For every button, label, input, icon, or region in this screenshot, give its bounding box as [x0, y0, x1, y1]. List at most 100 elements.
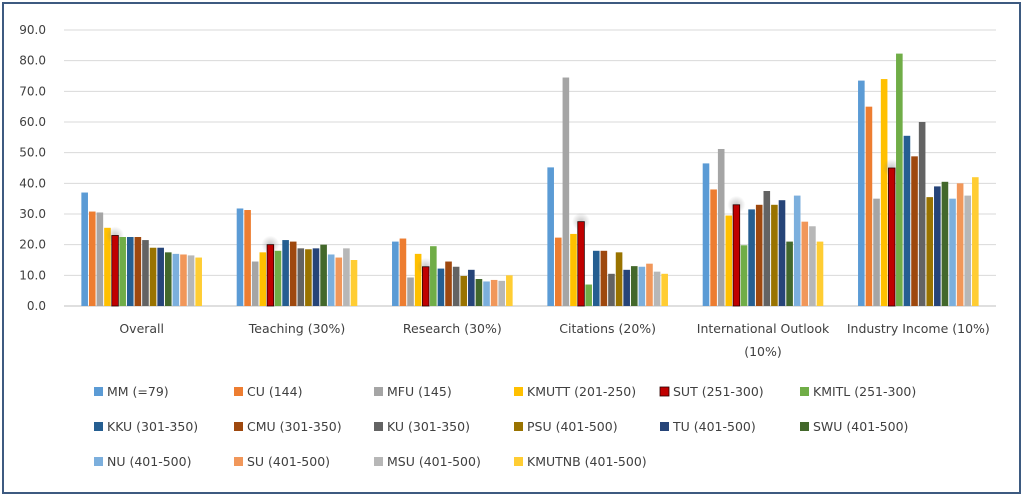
legend-swatch-swu-401-500: [800, 422, 809, 431]
y-tick-label: 30.0: [19, 207, 46, 221]
bar-swu-401-500: [164, 252, 172, 306]
bar-nu-401-500: [949, 198, 956, 306]
bar-kmutt-201-250: [414, 253, 422, 306]
legend-label-su-401-500: SU (401-500): [247, 454, 330, 469]
bar-cu-144: [865, 106, 873, 307]
bar-cu-144: [554, 237, 562, 306]
legend-label-cmu-301-350: CMU (301-350): [247, 419, 342, 434]
bar-kmutnb-401-500: [816, 241, 824, 306]
bar-cmu-301-350: [289, 241, 297, 306]
bar-kmitl-251-300: [740, 245, 748, 306]
bar-kmutnb-401-500: [195, 257, 202, 306]
bar-nu-401-500: [793, 195, 801, 306]
bar-sut-251-300: [266, 244, 275, 307]
x-category-label: Industry Income (10%): [847, 321, 990, 336]
bar-su-401-500: [490, 279, 498, 306]
bar-kku-301-350: [903, 135, 911, 306]
legend-swatch-kmitl-251-300: [800, 387, 809, 396]
legend-label-ku-301-350: KU (301-350): [387, 419, 470, 434]
bar-msu-401-500: [187, 255, 195, 306]
x-category-label: Citations (20%): [559, 321, 656, 336]
bar-mfu-145: [873, 198, 880, 306]
bar-kmutnb-401-500: [350, 260, 358, 306]
legend-label-tu-401-500: TU (401-500): [672, 419, 756, 434]
bar-su-401-500: [335, 257, 343, 306]
legend-swatch-kku-301-350: [94, 422, 103, 431]
gridlines: [64, 29, 996, 307]
bar-su-401-500: [956, 183, 964, 306]
bar-kmitl-251-300: [274, 250, 282, 306]
bar-sut-251-300: [111, 235, 119, 307]
bar-swu-401-500: [941, 181, 949, 306]
y-tick-label: 0.0: [27, 299, 46, 313]
legend-swatch-msu-401-500: [374, 457, 383, 466]
bar-msu-401-500: [964, 195, 972, 306]
bar-kmitl-251-300: [119, 237, 126, 306]
y-axis: 0.0 10.0 20.0 30.0 40.0 50.0 60.0 70.0 80.0 90.0: [19, 23, 46, 313]
x-category-label: Overall: [119, 321, 164, 336]
x-category-label: (10%): [744, 344, 782, 359]
bar-msu-401-500: [343, 248, 350, 306]
legend-label-nu-401-500: NU (401-500): [107, 454, 191, 469]
y-tick-label: 40.0: [19, 176, 46, 190]
legend-label-kmutt-201-250: KMUTT (201-250): [527, 384, 636, 399]
y-tick-label: 60.0: [19, 115, 46, 129]
bar-mm-79: [236, 208, 244, 306]
legend-swatch-kmutt-201-250: [514, 387, 523, 396]
bar-kmutt-201-250: [725, 215, 733, 306]
bar-ku-301-350: [918, 122, 926, 306]
bar-sut-251-300: [732, 204, 741, 307]
x-category-label: Teaching (30%): [248, 321, 346, 336]
y-tick-label: 50.0: [19, 146, 46, 160]
bar-sut-251-300: [577, 221, 585, 307]
bar-tu-401-500: [468, 269, 475, 306]
legend-label-kku-301-350: KKU (301-350): [107, 419, 198, 434]
bar-kmutnb-401-500: [661, 273, 668, 306]
bar-cu-144: [88, 211, 96, 306]
legend-swatch-cmu-301-350: [234, 422, 243, 431]
y-tick-label: 80.0: [19, 54, 46, 68]
bar-psu-401-500: [460, 275, 468, 306]
legend-swatch-mm-79: [94, 387, 103, 396]
bar-ku-301-350: [452, 266, 460, 306]
legend: MM (=79) CU (144) MFU (145) KMUTT (201-250)…: [94, 384, 916, 469]
bar-tu-401-500: [934, 186, 941, 306]
bar-su-401-500: [180, 254, 187, 306]
bar-kmitl-251-300: [896, 53, 903, 306]
bar-nu-401-500: [638, 266, 646, 306]
bar-nu-401-500: [327, 254, 335, 306]
bar-psu-401-500: [926, 197, 934, 306]
bar-mm-79: [702, 163, 710, 306]
bar-kku-301-350: [437, 268, 445, 306]
bar-ku-301-350: [763, 191, 771, 306]
bar-kku-301-350: [126, 237, 134, 306]
x-axis: Overall Teaching (30%) Research (30%) Citat…: [119, 321, 989, 359]
x-category-label: International Outlook: [697, 321, 830, 336]
legend-label-kmitl-251-300: KMITL (251-300): [813, 384, 916, 399]
bar-kmutt-201-250: [259, 252, 267, 306]
legend-swatch-mfu-145: [374, 387, 383, 396]
bar-mm-79: [81, 192, 88, 306]
bar-tu-401-500: [778, 200, 786, 306]
bar-ku-301-350: [608, 273, 615, 306]
bar-kmutt-201-250: [570, 233, 577, 306]
bar-psu-401-500: [305, 249, 312, 306]
bar-cmu-301-350: [600, 250, 608, 306]
bar-tu-401-500: [623, 269, 630, 306]
legend-swatch-ku-301-350: [374, 422, 383, 431]
bar-swu-401-500: [475, 279, 483, 306]
bar-su-401-500: [646, 263, 653, 306]
y-tick-label: 10.0: [19, 268, 46, 282]
bar-cmu-301-350: [911, 156, 918, 306]
bar-ku-301-350: [142, 240, 149, 306]
bar-nu-401-500: [483, 281, 490, 306]
bar-msu-401-500: [653, 271, 661, 306]
bar-mfu-145: [717, 148, 725, 306]
bar-mfu-145: [251, 261, 259, 306]
bar-mm-79: [858, 80, 865, 306]
bar-kku-301-350: [592, 250, 600, 306]
bar-psu-401-500: [771, 204, 778, 306]
legend-label-msu-401-500: MSU (401-500): [387, 454, 481, 469]
bar-sut-251-300: [422, 266, 430, 307]
